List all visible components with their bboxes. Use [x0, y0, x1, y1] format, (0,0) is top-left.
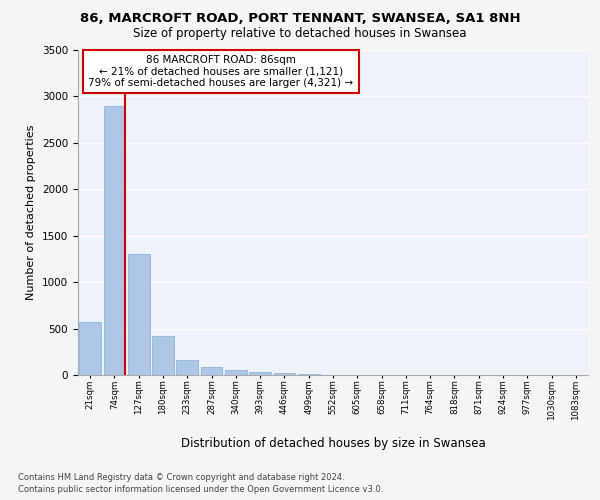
Bar: [200, 367, 223, 375]
Bar: [249, 372, 271, 375]
Bar: [128, 254, 149, 375]
Bar: [104, 106, 125, 375]
Bar: [176, 360, 198, 375]
Text: Contains public sector information licensed under the Open Government Licence v3: Contains public sector information licen…: [18, 485, 383, 494]
Bar: [79, 322, 101, 375]
Bar: [152, 336, 174, 375]
Text: Size of property relative to detached houses in Swansea: Size of property relative to detached ho…: [133, 28, 467, 40]
Bar: [298, 374, 320, 375]
Text: 86, MARCROFT ROAD, PORT TENNANT, SWANSEA, SA1 8NH: 86, MARCROFT ROAD, PORT TENNANT, SWANSEA…: [80, 12, 520, 26]
Bar: [274, 373, 295, 375]
Y-axis label: Number of detached properties: Number of detached properties: [26, 125, 37, 300]
Text: Contains HM Land Registry data © Crown copyright and database right 2024.: Contains HM Land Registry data © Crown c…: [18, 472, 344, 482]
Text: 86 MARCROFT ROAD: 86sqm
← 21% of detached houses are smaller (1,121)
79% of semi: 86 MARCROFT ROAD: 86sqm ← 21% of detache…: [88, 55, 353, 88]
Text: Distribution of detached houses by size in Swansea: Distribution of detached houses by size …: [181, 438, 485, 450]
Bar: [225, 370, 247, 375]
